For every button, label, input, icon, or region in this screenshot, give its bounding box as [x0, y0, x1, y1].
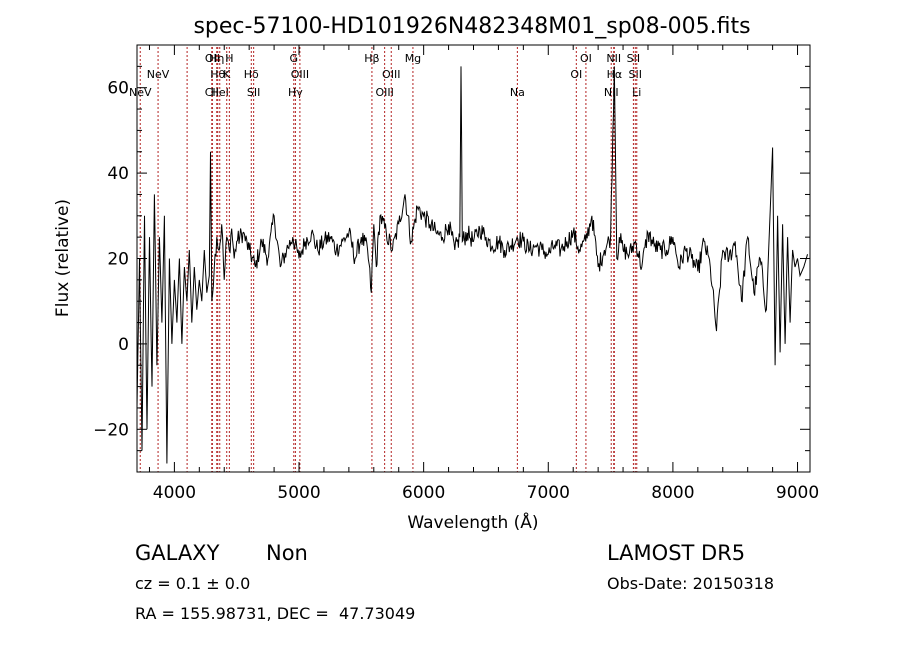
marker-label-25: SII	[627, 52, 640, 65]
marker-label-22: NII	[604, 86, 619, 99]
marker-label-19: Na	[510, 86, 525, 99]
marker-label-10: Hδ	[244, 68, 259, 81]
y-axis-label: Flux (relative)	[53, 199, 73, 317]
marker-label-20: OI	[570, 68, 582, 81]
marker-label-13: Hγ	[288, 86, 303, 99]
x-tick-label-2: 6000	[402, 483, 445, 503]
marker-label-15: Hβ	[364, 52, 379, 65]
subclass-label: Non	[266, 541, 308, 565]
y-tick-label-1: 0	[118, 335, 129, 355]
y-tick-label-2: 20	[107, 250, 129, 270]
y-tick-label-3: 40	[107, 164, 129, 184]
survey-label: LAMOST DR5	[607, 541, 746, 565]
marker-label-16: OIII	[375, 86, 393, 99]
marker-label-26: SII	[629, 68, 642, 81]
marker-label-21: OI	[580, 52, 592, 65]
line-markers: NeVNeVCIIOIIHηHθHeIKHHδSIIGHγOIIIHβOIIIO…	[129, 47, 642, 472]
marker-label-11: SII	[247, 86, 260, 99]
marker-label-18: Mg	[405, 52, 421, 65]
marker-label-0: NeV	[129, 86, 152, 99]
x-tick-label-1: 5000	[277, 483, 320, 503]
y-tick-label-0: −20	[93, 420, 129, 440]
marker-label-1: NeV	[147, 68, 170, 81]
x-tick-label-3: 7000	[527, 483, 570, 503]
y-tick-label-4: 60	[107, 79, 129, 99]
marker-label-7: HeI	[211, 86, 229, 99]
marker-label-8: K	[223, 68, 231, 81]
x-tick-label-4: 8000	[651, 483, 694, 503]
coordinates-text: RA = 155.98731, DEC = 47.73049	[135, 604, 416, 623]
x-tick-label-0: 4000	[153, 483, 196, 503]
marker-label-23: NII	[606, 52, 621, 65]
marker-label-9: H	[225, 52, 233, 65]
marker-label-3: CII	[205, 86, 219, 99]
marker-label-27: Li	[632, 86, 641, 99]
marker-label-6: Hθ	[210, 68, 225, 81]
axis-ticks: 4000 5000 6000 7000 8000 9000 −20 0 20 40 60	[93, 44, 819, 503]
x-axis-label: Wavelength (Å)	[407, 511, 538, 533]
marker-label-4: OII	[205, 52, 220, 65]
obs-date-text: Obs-Date: 20150318	[607, 574, 775, 593]
class-label: GALAXY	[135, 541, 220, 565]
chart-title: spec-57100-HD101926N482348M01_sp08-005.f…	[193, 14, 750, 39]
series-group	[136, 66, 808, 464]
marker-label-14: OIII	[291, 68, 309, 81]
x-tick-label-5: 9000	[776, 483, 819, 503]
series-0-line	[136, 66, 808, 464]
marker-label-5: Hη	[209, 52, 224, 65]
redshift-text: cz = 0.1 ± 0.0	[135, 574, 251, 593]
marker-label-17: OIII	[382, 68, 400, 81]
marker-label-12: G	[290, 52, 299, 65]
